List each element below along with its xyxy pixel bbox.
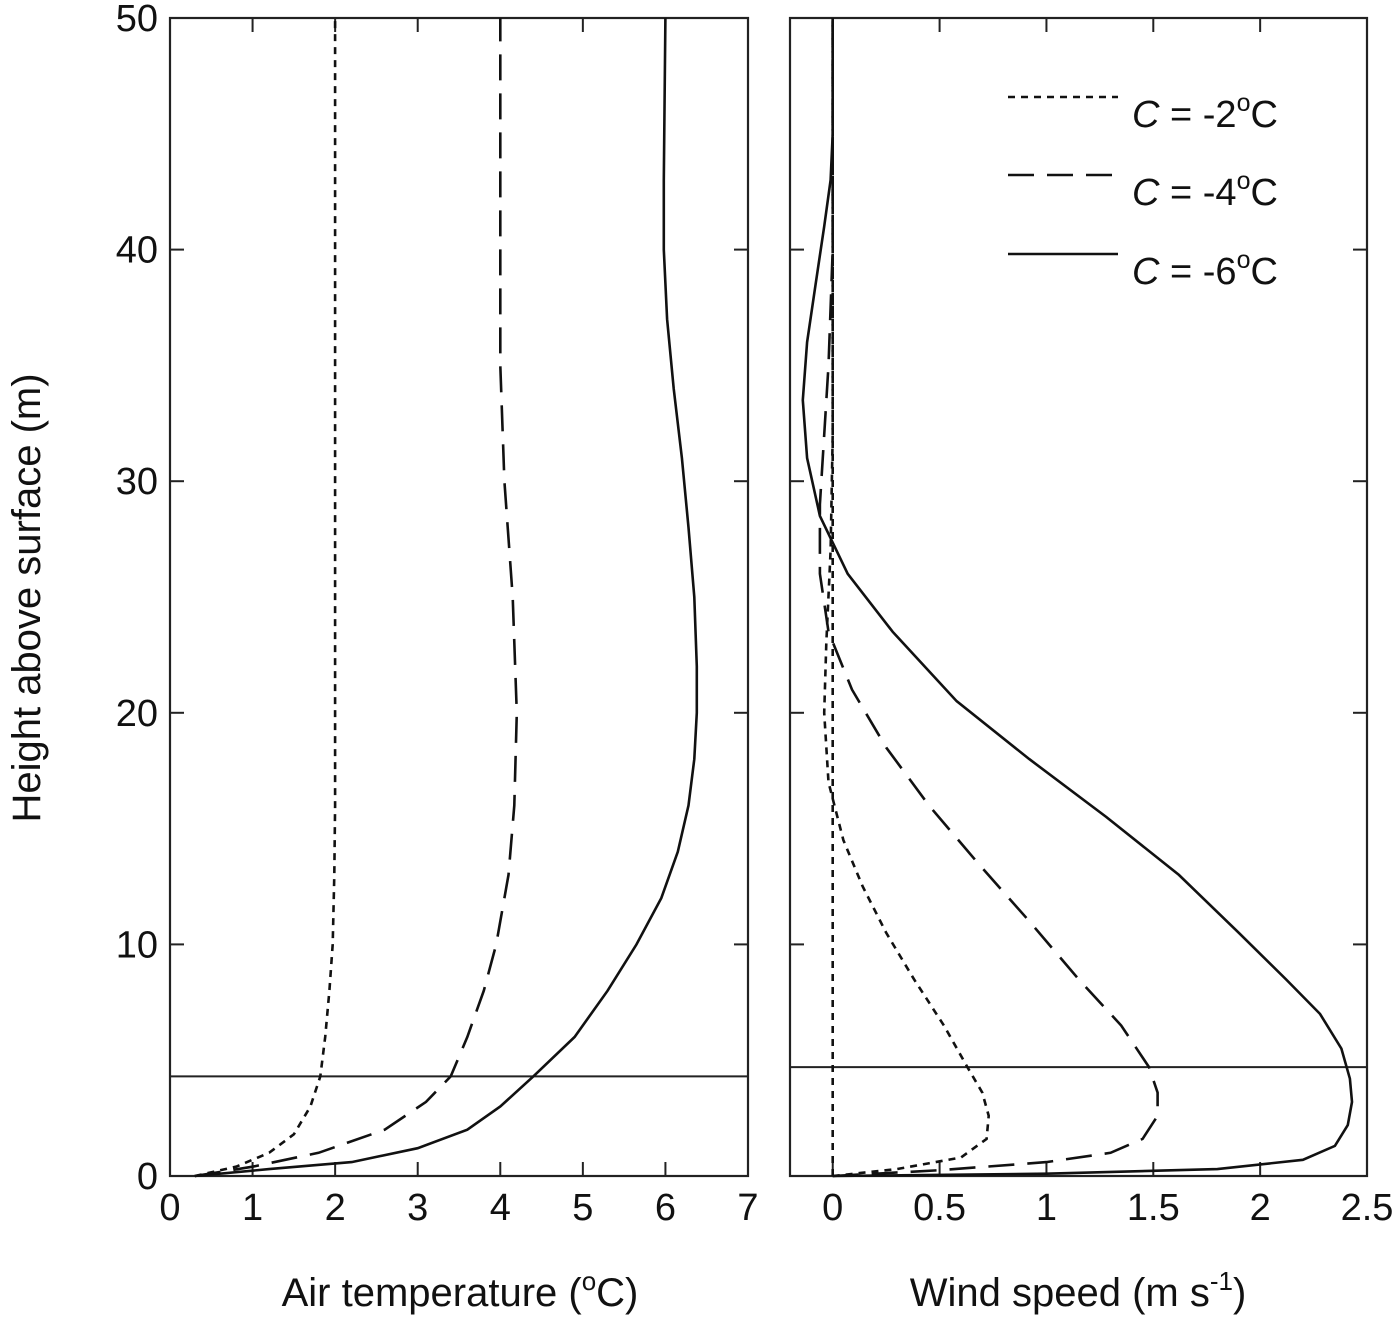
x-tick-label: 3 xyxy=(407,1187,428,1229)
y-tick-label: 30 xyxy=(116,461,158,503)
x-tick-label: 1 xyxy=(242,1187,263,1229)
x-tick-label: 0 xyxy=(159,1187,180,1229)
plot-frame xyxy=(168,16,750,1178)
legend-label: C = -6oC xyxy=(1132,246,1278,293)
x-tick-label: 7 xyxy=(737,1187,758,1229)
plot-frame xyxy=(788,16,1369,1178)
x-tick-label: 0 xyxy=(822,1187,843,1229)
y-tick-label: 0 xyxy=(137,1156,158,1198)
x-tick-label: 2 xyxy=(325,1187,346,1229)
wind-panel: 0 0.5 1 1.5 2 2.5 Wind speed (m s-1) xyxy=(788,16,1394,1315)
series-line-solid xyxy=(194,17,699,1178)
x-tick-label: 5 xyxy=(572,1187,593,1229)
y-tick-label: 40 xyxy=(116,230,158,272)
x-tick-label: 2 xyxy=(1250,1187,1271,1229)
series-line-dotted xyxy=(194,18,337,1178)
series-line-dotted xyxy=(822,18,991,1178)
x-tick-label: 1 xyxy=(1036,1187,1057,1229)
x-axis-label: Air temperature (oC) xyxy=(282,1266,639,1315)
legend: C = -2oC C = -4oC C = -6oC xyxy=(1008,89,1278,293)
y-tick-label: 10 xyxy=(116,924,158,966)
y-tick-label: 20 xyxy=(116,693,158,735)
x-tick-label: 0.5 xyxy=(913,1187,966,1229)
series-line-dashed xyxy=(818,18,1159,1178)
series-line-dashed xyxy=(194,18,519,1178)
y-axis-label: Height above surface (m) xyxy=(5,373,49,822)
x-tick-label: 4 xyxy=(490,1187,511,1229)
temperature-panel: 0 1 2 3 4 5 6 7 0 10 20 30 40 50 Air temperature (oC) xyxy=(116,0,759,1315)
legend-label: C = -2oC xyxy=(1132,89,1278,136)
x-axis-label: Wind speed (m s-1) xyxy=(910,1266,1247,1315)
x-tick-label: 6 xyxy=(655,1187,676,1229)
y-tick-label: 50 xyxy=(116,0,158,40)
series-line-solid xyxy=(801,18,1354,1178)
x-tick-label: 1.5 xyxy=(1127,1187,1180,1229)
x-tick-label: 2.5 xyxy=(1341,1187,1394,1229)
legend-label: C = -4oC xyxy=(1132,167,1278,214)
